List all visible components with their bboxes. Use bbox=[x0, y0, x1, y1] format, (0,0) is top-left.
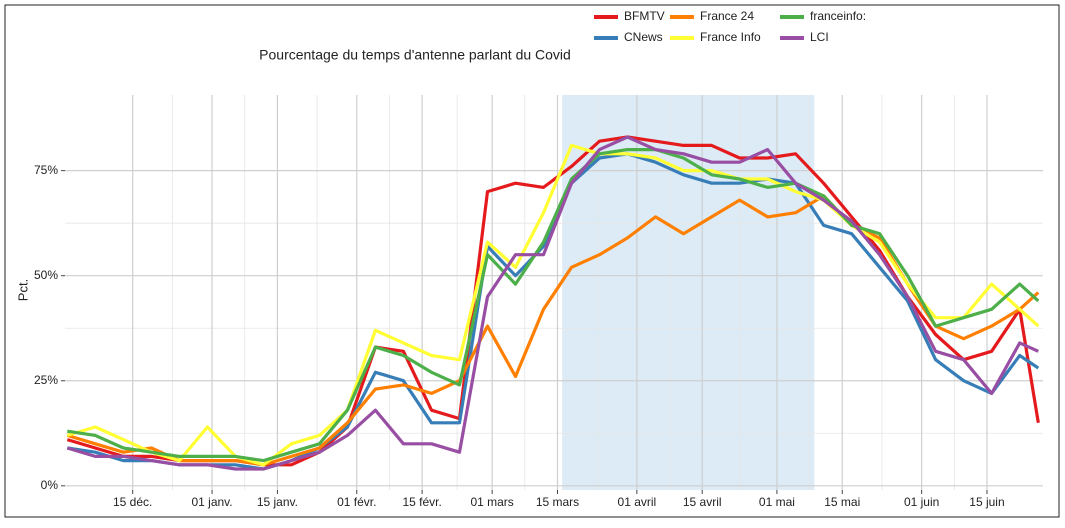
x-tick-label: 15 mai bbox=[824, 495, 860, 509]
legend-label: franceinfo: bbox=[810, 9, 866, 23]
x-tick-label: 15 févr. bbox=[402, 495, 441, 509]
x-tick-label: 15 avril bbox=[683, 495, 722, 509]
chart-title: Pourcentage du temps d'antenne parlant d… bbox=[259, 47, 571, 63]
series-line bbox=[66, 135, 1039, 471]
x-tick-label: 01 févr. bbox=[337, 495, 376, 509]
x-tick-label: 01 avril bbox=[618, 495, 657, 509]
y-axis-label: Pct. bbox=[15, 279, 30, 301]
y-tick-label: 25% bbox=[34, 373, 58, 387]
x-tick-label: 01 juin bbox=[904, 495, 939, 509]
y-tick-label: 0% bbox=[41, 478, 59, 492]
x-tick-label: 15 janv. bbox=[257, 495, 298, 509]
x-tick-label: 01 janv. bbox=[191, 495, 232, 509]
legend-label: BFMTV bbox=[624, 9, 665, 23]
legend-label: CNews bbox=[624, 30, 663, 44]
legend-label: France 24 bbox=[700, 9, 754, 23]
x-tick-label: 15 mars bbox=[536, 495, 579, 509]
legend-label: LCI bbox=[810, 30, 829, 44]
series-line bbox=[66, 194, 1040, 467]
y-tick-label: 75% bbox=[34, 163, 58, 177]
series-line bbox=[66, 143, 1040, 467]
x-tick-label: 15 juin bbox=[969, 495, 1004, 509]
x-tick-label: 01 mai bbox=[759, 495, 795, 509]
legend-label: France Info bbox=[700, 30, 761, 44]
y-tick-label: 50% bbox=[34, 268, 58, 282]
x-tick-label: 15 déc. bbox=[113, 495, 152, 509]
series-line bbox=[67, 148, 1040, 463]
x-tick-label: 01 mars bbox=[470, 495, 513, 509]
